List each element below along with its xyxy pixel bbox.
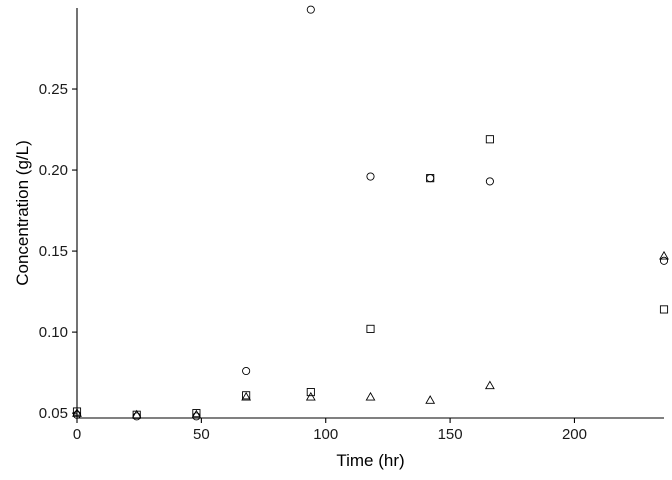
triangle-point (484, 380, 495, 390)
triangle-point (241, 391, 252, 401)
x-ticks: 0 50 100 150 200 (73, 418, 587, 443)
circle-point (366, 172, 375, 181)
triangle-point (72, 408, 82, 417)
data-points (72, 5, 669, 421)
square-point (366, 324, 375, 333)
y-axis-title: Concentration (g/L) (13, 140, 32, 286)
triangle-point (131, 409, 142, 419)
square-point (485, 135, 494, 144)
square-point (242, 391, 251, 400)
circle-point (242, 366, 251, 376)
triangle-point (425, 395, 436, 404)
square-point (72, 407, 82, 416)
x-tick-label: 0 (73, 426, 81, 443)
y-tick-label: 0.05 (39, 405, 68, 422)
axes (76, 8, 664, 419)
triangle-point (191, 409, 202, 419)
circle-point (306, 5, 315, 14)
circle-point (426, 174, 435, 183)
x-tick-label: 150 (438, 426, 463, 443)
y-tick-label: 0.10 (39, 324, 68, 341)
triangle-point (365, 391, 376, 401)
y-tick-label: 0.25 (39, 81, 68, 98)
triangle-point (659, 250, 669, 260)
x-axis-title: Time (hr) (336, 451, 404, 470)
circle-point (659, 256, 669, 265)
square-point (192, 409, 201, 418)
circle-point (485, 177, 494, 186)
y-tick-label: 0.20 (39, 162, 68, 179)
y-tick-label: 0.15 (39, 243, 68, 260)
square-point (426, 174, 435, 183)
y-ticks: 0.05 0.10 0.15 0.20 0.25 (39, 81, 77, 422)
square-point (306, 388, 315, 397)
square-point (659, 305, 669, 314)
x-tick-label: 50 (193, 426, 210, 443)
x-tick-label: 100 (313, 426, 338, 443)
triangle-point (305, 391, 316, 401)
x-tick-label: 200 (562, 426, 587, 443)
circle-point (132, 412, 141, 421)
